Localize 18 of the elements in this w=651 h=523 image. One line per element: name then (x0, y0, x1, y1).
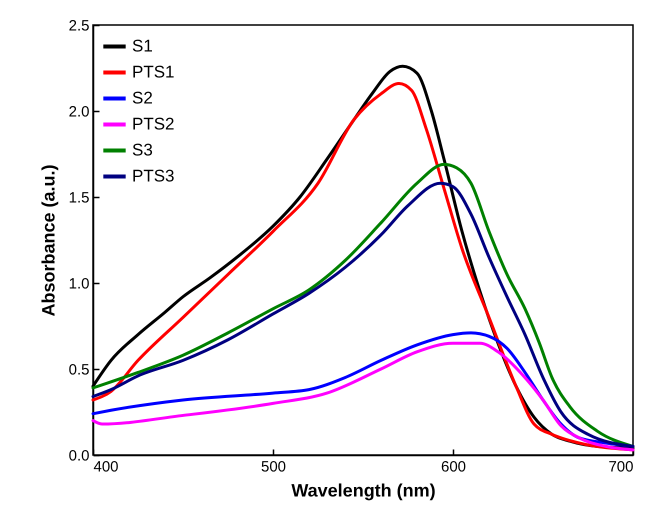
legend-label: S3 (132, 140, 153, 160)
legend-label: PTS1 (132, 62, 175, 82)
legend-label: PTS2 (132, 114, 175, 134)
x-axis-title: Wavelength (nm) (291, 480, 436, 500)
y-tick-label: 1.5 (68, 190, 90, 206)
y-axis-title: Absorbance (a.u.) (38, 164, 59, 317)
legend-label: S2 (132, 88, 153, 108)
y-tick-label: 2.5 (68, 18, 90, 34)
x-tick-label: 400 (94, 458, 119, 476)
legend-label: PTS3 (132, 166, 175, 186)
x-tick-label: 700 (608, 458, 634, 476)
x-tick-label: 500 (260, 458, 286, 476)
y-tick-label: 2.0 (68, 104, 90, 120)
y-tick-label: 1.0 (68, 276, 90, 292)
y-tick-label: 0.5 (68, 362, 90, 378)
x-tick-label: 600 (440, 458, 466, 476)
legend-label: S1 (132, 36, 153, 56)
y-tick-label: 0.0 (68, 448, 90, 464)
